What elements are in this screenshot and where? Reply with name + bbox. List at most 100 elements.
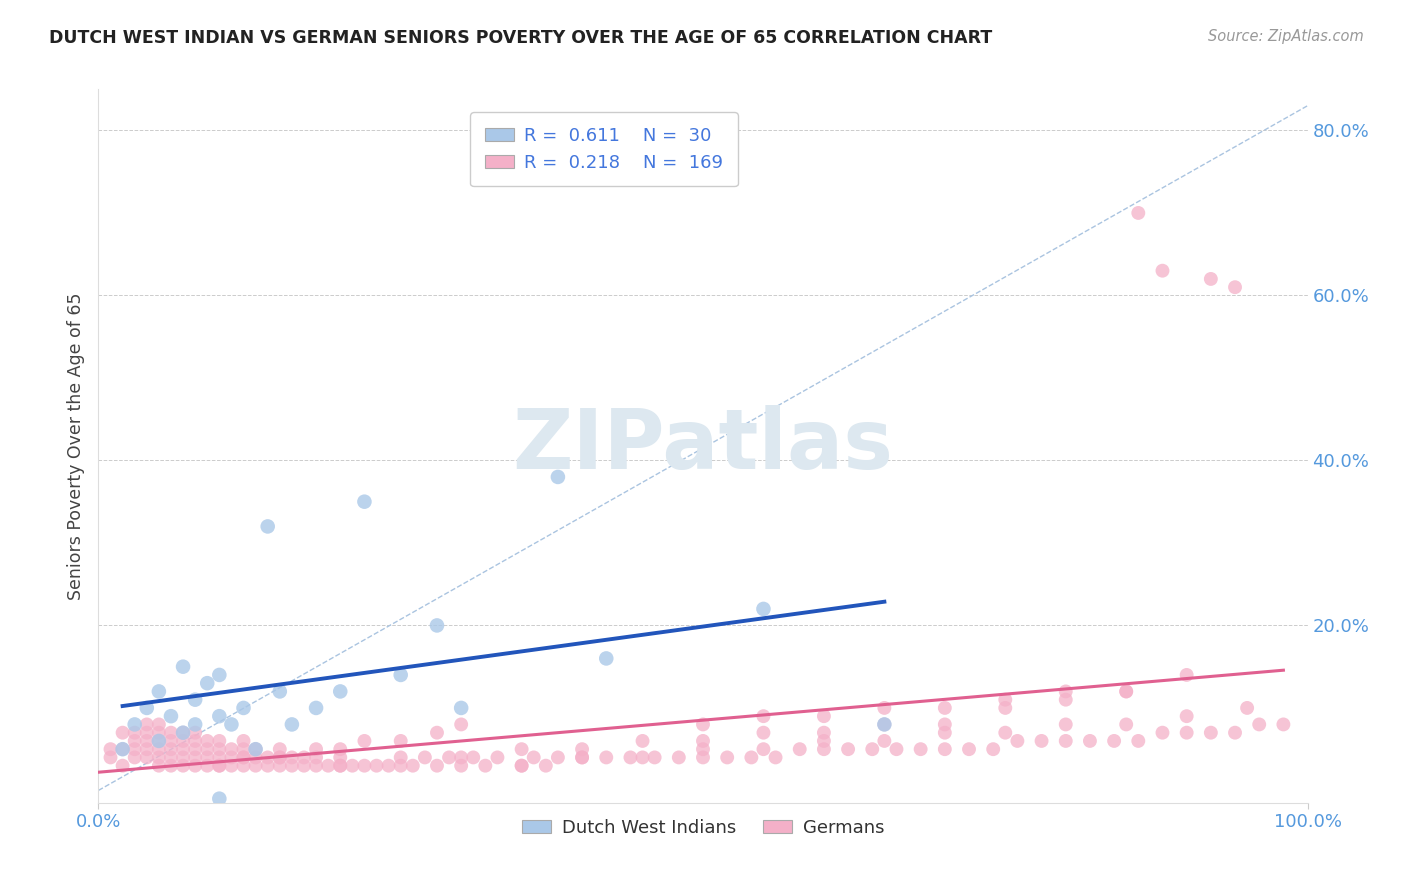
Point <box>789 742 811 756</box>
Point <box>1223 280 1246 294</box>
Point <box>172 734 194 748</box>
Point <box>172 742 194 756</box>
Point <box>981 742 1004 756</box>
Point <box>1078 734 1101 748</box>
Point <box>1128 206 1150 220</box>
Point <box>256 519 278 533</box>
Point <box>426 725 449 739</box>
Point <box>305 750 328 764</box>
Point <box>184 742 207 756</box>
Point <box>195 758 218 772</box>
Point <box>910 742 932 756</box>
Legend: Dutch West Indians, Germans: Dutch West Indians, Germans <box>515 812 891 844</box>
Point <box>172 659 194 673</box>
Point <box>765 750 787 764</box>
Point <box>135 750 157 764</box>
Point <box>1102 734 1125 748</box>
Text: ZIPatlas: ZIPatlas <box>513 406 893 486</box>
Point <box>329 758 352 772</box>
Point <box>208 750 231 764</box>
Point <box>994 692 1017 706</box>
Point <box>1175 725 1198 739</box>
Point <box>148 717 170 731</box>
Point <box>281 717 304 731</box>
Point <box>160 709 183 723</box>
Point <box>668 750 690 764</box>
Point <box>195 742 218 756</box>
Point <box>329 750 352 764</box>
Point <box>813 734 835 748</box>
Point <box>342 758 364 772</box>
Point <box>619 750 641 764</box>
Point <box>148 725 170 739</box>
Point <box>111 742 134 756</box>
Point <box>148 734 170 748</box>
Point <box>426 758 449 772</box>
Point <box>195 734 218 748</box>
Point <box>486 750 509 764</box>
Point <box>100 750 122 764</box>
Point <box>510 742 533 756</box>
Point <box>510 758 533 772</box>
Point <box>873 717 896 731</box>
Point <box>474 758 496 772</box>
Point <box>450 701 472 715</box>
Point <box>752 602 775 616</box>
Point <box>208 742 231 756</box>
Point <box>860 742 883 756</box>
Point <box>523 750 546 764</box>
Point <box>148 758 170 772</box>
Point <box>172 758 194 772</box>
Point <box>353 494 375 508</box>
Point <box>221 742 243 756</box>
Point <box>547 470 569 484</box>
Point <box>571 750 593 764</box>
Point <box>1199 272 1222 286</box>
Point <box>269 750 291 764</box>
Point <box>329 758 352 772</box>
Point <box>692 750 714 764</box>
Point <box>172 750 194 764</box>
Point <box>148 734 170 748</box>
Point <box>160 725 183 739</box>
Point <box>232 742 254 756</box>
Point <box>1054 684 1077 698</box>
Point <box>316 758 339 772</box>
Point <box>692 742 714 756</box>
Point <box>221 750 243 764</box>
Point <box>366 758 388 772</box>
Point <box>208 709 231 723</box>
Point <box>195 750 218 764</box>
Point <box>111 758 134 772</box>
Point <box>1054 692 1077 706</box>
Point <box>148 742 170 756</box>
Point <box>463 750 485 764</box>
Point <box>1115 717 1137 731</box>
Point <box>172 725 194 739</box>
Point <box>353 758 375 772</box>
Point <box>837 742 859 756</box>
Point <box>172 725 194 739</box>
Point <box>450 717 472 731</box>
Point <box>184 692 207 706</box>
Point <box>329 742 352 756</box>
Point <box>740 750 762 764</box>
Point <box>934 725 956 739</box>
Point <box>184 717 207 731</box>
Point <box>1054 717 1077 731</box>
Point <box>716 750 738 764</box>
Point <box>450 758 472 772</box>
Point <box>208 734 231 748</box>
Point <box>1152 725 1174 739</box>
Point <box>813 742 835 756</box>
Point <box>873 734 896 748</box>
Point <box>934 701 956 715</box>
Point <box>281 758 304 772</box>
Point <box>124 717 146 731</box>
Point <box>571 750 593 764</box>
Point <box>1249 717 1271 731</box>
Point <box>571 742 593 756</box>
Point <box>269 750 291 764</box>
Point <box>148 750 170 764</box>
Point <box>752 709 775 723</box>
